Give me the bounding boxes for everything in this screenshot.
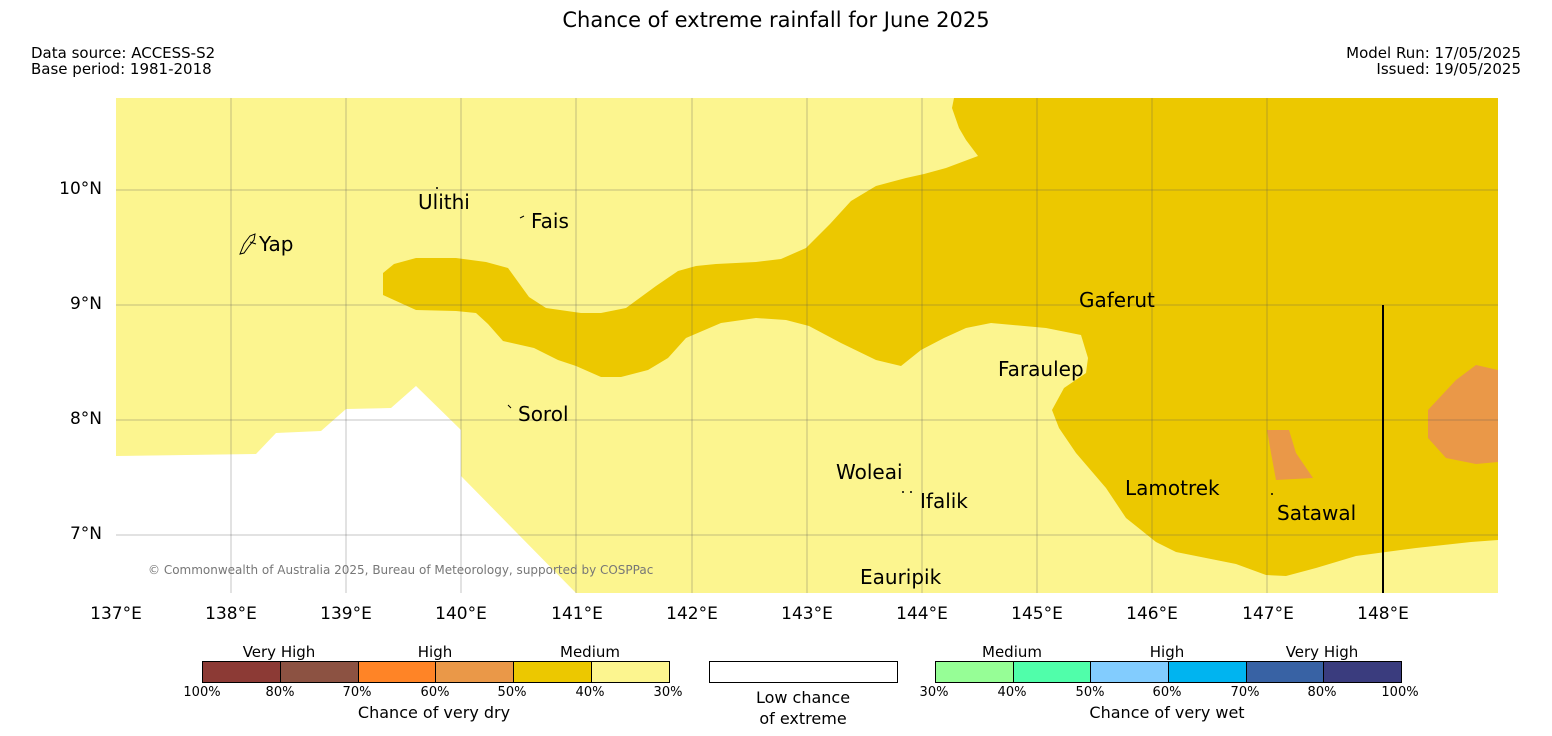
lat-label-8n: 8°N [69, 409, 102, 429]
satawal-island-icon [1271, 493, 1273, 495]
lat-label-10n: 10°N [59, 179, 102, 199]
base-period: Base period: 1981-2018 [31, 60, 212, 78]
dry-50-60-region-satawal [1267, 430, 1313, 480]
lon-label-143e: 143°E [781, 604, 833, 624]
rainfall-map: © Commonwealth of Australia 2025, Bureau… [116, 98, 1498, 593]
label-eauripik: Eauripik [860, 565, 942, 589]
legend-low-chance-caption-1: Low chance [755, 688, 851, 707]
legend-dry-swatch [358, 662, 437, 682]
ifalik-island-icon [902, 491, 912, 493]
legend-dry-colorbar [202, 661, 670, 683]
label-yap: Yap [259, 232, 294, 256]
legend-dry-cat-high: High [417, 643, 453, 661]
legend-wet-swatch [1091, 662, 1170, 682]
data-source: Data source: ACCESS-S2 [31, 44, 216, 62]
lon-label-137e: 137°E [90, 604, 142, 624]
lon-label-146e: 146°E [1126, 604, 1178, 624]
legend-wet-tick: 70% [1230, 685, 1260, 700]
lat-label-7n: 7°N [69, 524, 102, 544]
issued-date: Issued: 19/05/2025 [1376, 60, 1521, 78]
legend-wet-tick: 80% [1307, 685, 1337, 700]
legend-dry-swatch [514, 662, 593, 682]
lon-label-145e: 145°E [1011, 604, 1063, 624]
lon-label-140e: 140°E [435, 604, 487, 624]
lon-label-147e: 147°E [1242, 604, 1294, 624]
label-ulithi: Ulithi [418, 190, 470, 214]
ulithi-island-icon [436, 187, 438, 189]
legend-dry-tick: 40% [575, 685, 605, 700]
label-fais: Fais [531, 209, 569, 233]
legend-dry-cat-medium: Medium [560, 643, 620, 661]
label-woleai: Woleai [836, 460, 903, 484]
legend-dry-swatch [280, 662, 359, 682]
legend-wet-tick: 100% [1381, 685, 1419, 700]
data-source-info: Data source: ACCESS-S2 Base period: 1981… [31, 45, 215, 77]
legend-wet-tick: 30% [919, 685, 949, 700]
map-gridlines [116, 98, 1498, 593]
legend-dry-tick: 50% [497, 685, 527, 700]
legend-wet-tick: 50% [1075, 685, 1105, 700]
fais-island-icon [519, 215, 525, 219]
lon-label-138e: 138°E [205, 604, 257, 624]
label-gaferut: Gaferut [1079, 288, 1155, 312]
run-info: Model Run: 17/05/2025 Issued: 19/05/2025 [1346, 45, 1521, 77]
legend-wet-swatch [1246, 662, 1325, 682]
sorol-island-icon [507, 404, 512, 409]
legend-dry-tick: 100% [183, 685, 221, 700]
label-lamotrek: Lamotrek [1125, 476, 1220, 500]
legend-dry-caption: Chance of very dry [357, 703, 511, 722]
legend-wet-tick: 60% [1152, 685, 1182, 700]
dry-40-50-region [383, 98, 1498, 576]
legend-dry-swatch [592, 662, 669, 682]
legend-wet-swatch [1169, 662, 1247, 682]
label-ifalik: Ifalik [920, 489, 968, 513]
legend-wet-cat-high: High [1149, 643, 1185, 661]
legend-dry-tick: 30% [653, 685, 683, 700]
legend-dry-cat-very-high: Very High [242, 643, 316, 661]
yap-island-icon [239, 233, 257, 255]
lon-label-139e: 139°E [320, 604, 372, 624]
legend-dry-tick: 70% [342, 685, 372, 700]
lon-label-141e: 141°E [551, 604, 603, 624]
lon-label-142e: 142°E [666, 604, 718, 624]
label-faraulep: Faraulep [998, 357, 1084, 381]
lon-label-148e: 148°E [1357, 604, 1409, 624]
legend-dry-swatch [203, 662, 281, 682]
label-sorol: Sorol [518, 402, 569, 426]
legend-wet-colorbar [935, 661, 1402, 683]
legend-dry-tick: 80% [265, 685, 295, 700]
low-chance-region [116, 386, 576, 593]
model-run: Model Run: 17/05/2025 [1346, 44, 1521, 62]
legend-low-chance-caption-2: of extreme [759, 709, 847, 728]
copyright-notice: © Commonwealth of Australia 2025, Bureau… [148, 563, 653, 577]
legend-dry-swatch [436, 662, 515, 682]
legend-wet-caption: Chance of very wet [1089, 703, 1245, 722]
label-satawal: Satawal [1277, 501, 1357, 525]
legend-wet-swatch [1324, 662, 1402, 682]
map-title: Chance of extreme rainfall for June 2025 [562, 8, 990, 32]
legend-dry-tick: 60% [420, 685, 450, 700]
lat-label-9n: 9°N [69, 294, 102, 314]
legend-wet-tick: 40% [997, 685, 1027, 700]
legend-wet-swatch [936, 662, 1014, 682]
legend-wet-cat-medium: Medium [982, 643, 1042, 661]
lon-label-144e: 144°E [896, 604, 948, 624]
legend-low-chance-swatch [709, 661, 898, 683]
legend-wet-cat-very-high: Very High [1285, 643, 1359, 661]
legend-wet-swatch [1013, 662, 1092, 682]
dry-50-60-region-east [1428, 365, 1498, 464]
